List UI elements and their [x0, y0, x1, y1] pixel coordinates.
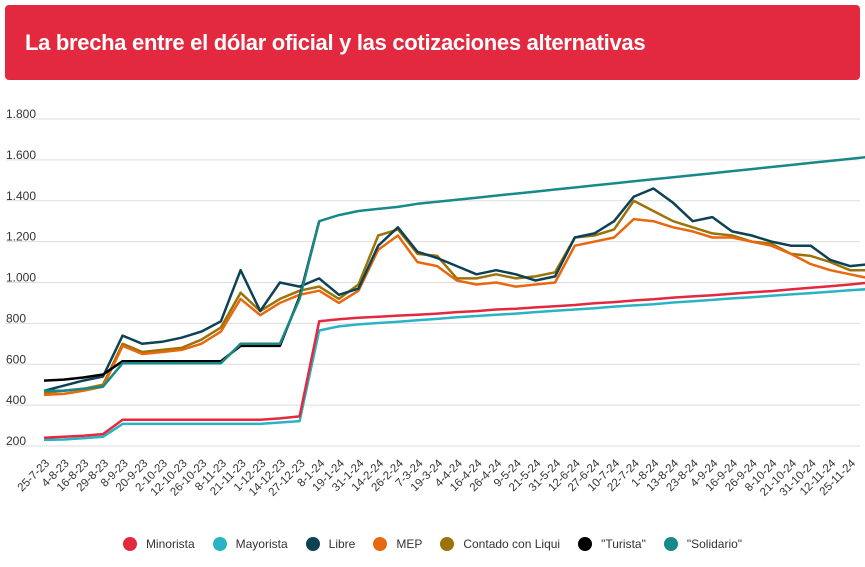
series-line-contado-con-liqui[interactable] — [43, 199, 865, 395]
legend-swatch — [578, 537, 593, 551]
grid-layer — [6, 118, 860, 447]
legend-swatch — [663, 537, 678, 551]
y-tick-label: 800 — [6, 311, 26, 325]
legend-label: MEP — [396, 537, 423, 551]
legend-swatch — [373, 537, 388, 551]
y-tick-label: 1.600 — [6, 148, 36, 162]
y-tick-label: 200 — [6, 434, 26, 448]
y-tick-label: 1.400 — [6, 189, 36, 203]
series-line-solidario[interactable] — [44, 156, 865, 393]
y-tick-label: 600 — [6, 352, 26, 366]
legend-item[interactable]: Mayorista — [212, 537, 288, 551]
y-tick-label: 1.200 — [6, 230, 36, 244]
legend-item[interactable]: Libre — [305, 537, 356, 551]
legend-swatch — [440, 537, 455, 551]
legend-swatch — [122, 537, 137, 551]
legend-item[interactable]: MEP — [373, 537, 422, 551]
y-tick-label: 1.000 — [6, 271, 36, 285]
x-axis: 25-7-234-8-2316-8-2329-8-238-9-2320-9-23… — [16, 457, 859, 498]
legend-label: "Solidario" — [686, 537, 743, 551]
legend-swatch — [212, 537, 227, 551]
legend: Minorista Mayorista Libre MEP Contado con Li… — [0, 533, 865, 555]
series-line-mayorista[interactable] — [43, 288, 865, 442]
y-tick-label: 1.800 — [6, 107, 36, 121]
legend-item[interactable]: "Turista" — [578, 537, 646, 551]
legend-label: Mayorista — [235, 537, 288, 551]
series-layer — [43, 156, 865, 442]
legend-item[interactable]: Contado con Liqui — [440, 537, 560, 551]
y-tick-label: 400 — [6, 393, 26, 407]
legend-label: "Turista" — [601, 537, 646, 551]
chart-title: La brecha entre el dólar oficial y las c… — [25, 29, 646, 55]
legend-item[interactable]: Minorista — [122, 537, 195, 551]
y-axis: 200 400 600 800 1.000 1.200 1.400 1.600 1.800 — [6, 107, 36, 448]
series-line-minorista[interactable] — [43, 281, 865, 440]
legend-swatch — [305, 537, 320, 551]
legend-label: Minorista — [145, 537, 195, 551]
legend-label: Contado con Liqui — [463, 537, 561, 551]
legend-label: Libre — [328, 537, 356, 551]
series-line-libre[interactable] — [43, 187, 865, 393]
series-line-turista[interactable] — [43, 220, 321, 382]
series-line-mep[interactable] — [43, 217, 865, 397]
legend-item[interactable]: "Solidario" — [663, 537, 743, 551]
title-bar: La brecha entre el dólar oficial y las c… — [5, 5, 860, 80]
